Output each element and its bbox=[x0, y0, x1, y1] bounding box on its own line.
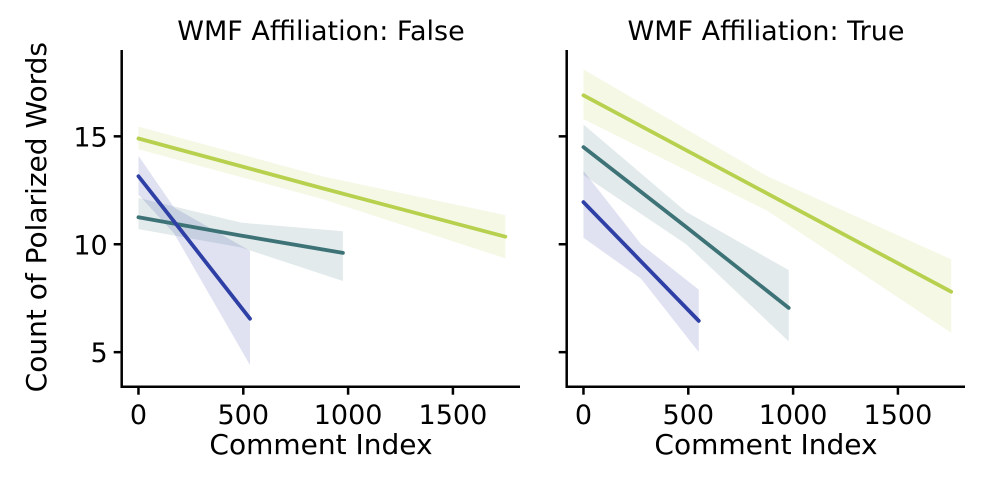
regression-line-dark-blue bbox=[581, 200, 701, 323]
ci-band-yellow-green bbox=[138, 126, 506, 259]
x-tick-label: 1000 bbox=[314, 400, 383, 431]
x-tick-label: 1000 bbox=[759, 400, 828, 431]
regression-line-yellow-green bbox=[136, 136, 508, 239]
regression-line-dark-blue bbox=[136, 174, 252, 321]
ci-band-teal bbox=[583, 124, 789, 342]
ci-band-dark-blue bbox=[138, 155, 250, 366]
ci-band-teal bbox=[138, 197, 343, 281]
regression-line-teal bbox=[581, 145, 791, 310]
regression-line-teal bbox=[136, 215, 345, 255]
x-axis-label-right: Comment Index bbox=[654, 428, 878, 461]
x-tick-label: 500 bbox=[218, 400, 270, 431]
ci-band-yellow-green bbox=[583, 69, 952, 333]
subplot-title-false: WMF Affiliation: False bbox=[177, 16, 465, 47]
y-axis-label-wrap: Count of Polarized Words bbox=[14, 42, 58, 393]
x-axis-label-left: Comment Index bbox=[209, 428, 433, 461]
axes-spines bbox=[565, 50, 965, 388]
subplot-title-true: WMF Affiliation: True bbox=[627, 16, 905, 47]
x-tick-label: 1500 bbox=[864, 400, 933, 431]
x-tick-label: 0 bbox=[130, 400, 147, 431]
x-tick-label: 1500 bbox=[419, 400, 488, 431]
y-tick-label: 15 bbox=[73, 122, 107, 153]
regression-line-yellow-green bbox=[581, 93, 954, 294]
x-tick-label: 500 bbox=[663, 400, 715, 431]
y-tick-label: 10 bbox=[73, 230, 107, 261]
axes-spines bbox=[120, 50, 520, 388]
x-tick-label: 0 bbox=[575, 400, 592, 431]
y-tick-label: 5 bbox=[91, 338, 108, 369]
y-axis-label: Count of Polarized Words bbox=[19, 42, 53, 393]
